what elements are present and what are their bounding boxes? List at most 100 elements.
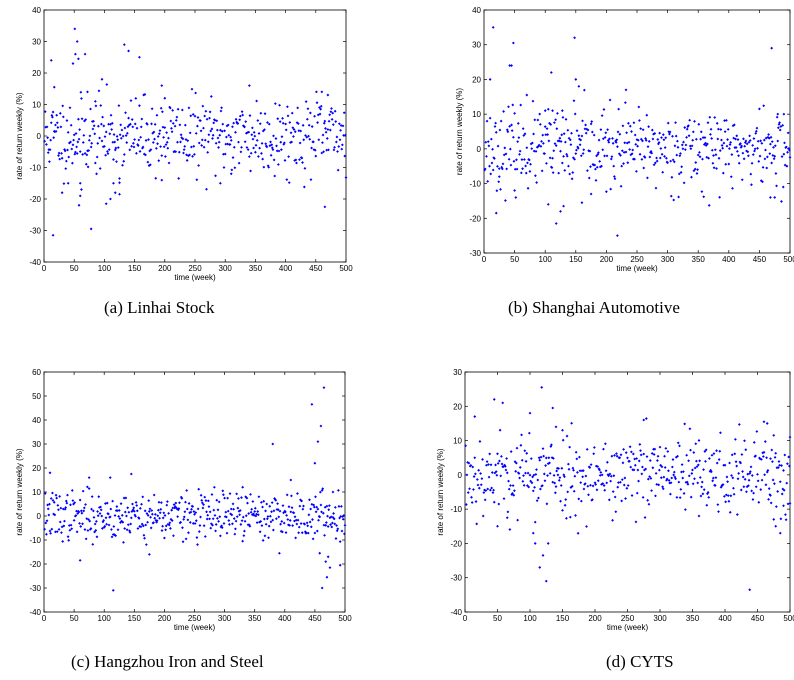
- data-point: [171, 506, 175, 510]
- data-point: [246, 148, 250, 152]
- y-tick-label: -30: [450, 574, 462, 583]
- data-point: [222, 166, 226, 169]
- data-point: [510, 129, 514, 133]
- data-point: [150, 122, 153, 126]
- data-point: [600, 164, 603, 168]
- data-point: [641, 496, 645, 499]
- data-point: [492, 500, 496, 504]
- data-point: [500, 454, 503, 458]
- data-point: [277, 515, 281, 519]
- data-point: [756, 146, 759, 150]
- data-point: [482, 491, 486, 495]
- data-point: [185, 507, 189, 511]
- data-point: [193, 114, 197, 118]
- data-point: [230, 513, 234, 517]
- data-point: [649, 476, 653, 480]
- data-point: [690, 175, 693, 179]
- data-point: [105, 83, 109, 86]
- data-point: [545, 502, 549, 506]
- y-tick-label: -20: [450, 539, 462, 548]
- data-point: [750, 489, 754, 493]
- data-point: [642, 166, 646, 170]
- scatter-chart-hangzhou-iron-steel: 0 50 100 150 200 250 300 350 400 450 500-40-30-20-…: [15, 368, 352, 632]
- data-point: [309, 178, 313, 182]
- data-point: [215, 517, 219, 520]
- y-tick-label: -30: [29, 227, 41, 236]
- data-point: [318, 515, 322, 519]
- data-point: [179, 495, 183, 499]
- data-point: [147, 164, 151, 167]
- data-point: [333, 145, 336, 149]
- data-point: [268, 504, 272, 508]
- data-point: [775, 184, 778, 188]
- data-point: [643, 156, 647, 159]
- data-point: [147, 510, 151, 513]
- data-point: [129, 99, 133, 103]
- data-point: [88, 134, 92, 138]
- data-point: [562, 473, 566, 477]
- data-point: [670, 175, 674, 179]
- data-point: [64, 506, 68, 509]
- data-point: [666, 161, 669, 165]
- data-point: [199, 515, 202, 519]
- x-tick-label: 300: [661, 255, 675, 264]
- data-point: [496, 452, 499, 456]
- data-point: [621, 124, 625, 128]
- data-point: [295, 161, 298, 165]
- data-point: [603, 154, 606, 158]
- data-point: [464, 444, 468, 448]
- data-point: [54, 530, 57, 534]
- data-point: [574, 78, 578, 81]
- data-point: [485, 154, 488, 158]
- data-point: [288, 121, 292, 124]
- data-point: [188, 131, 192, 135]
- data-point: [244, 131, 248, 135]
- data-point: [726, 480, 729, 484]
- data-point: [561, 115, 565, 119]
- data-point: [311, 140, 315, 144]
- data-point: [652, 163, 656, 167]
- data-point: [752, 441, 756, 444]
- data-point: [669, 194, 673, 198]
- data-point: [239, 150, 243, 154]
- data-point: [200, 498, 204, 502]
- data-point: [173, 124, 177, 128]
- data-point: [328, 113, 332, 117]
- data-point: [99, 104, 103, 107]
- data-point: [552, 149, 556, 153]
- data-point: [728, 143, 732, 146]
- data-point: [126, 125, 130, 129]
- data-point: [61, 104, 65, 108]
- data-point: [623, 476, 627, 480]
- data-point: [89, 107, 92, 111]
- data-point: [124, 134, 128, 137]
- data-point: [326, 93, 330, 97]
- data-point: [560, 161, 564, 165]
- y-tick-label: -10: [29, 536, 41, 545]
- data-point: [103, 524, 107, 528]
- data-point: [115, 134, 119, 138]
- data-point: [254, 143, 258, 147]
- data-point: [121, 163, 124, 167]
- data-point: [262, 499, 266, 503]
- data-point: [284, 122, 287, 126]
- data-point: [53, 130, 57, 134]
- data-point: [299, 522, 303, 525]
- data-point: [239, 523, 243, 526]
- data-point: [787, 147, 791, 150]
- data-point: [274, 498, 278, 502]
- data-point: [514, 461, 518, 465]
- x-tick-label: 350: [686, 614, 700, 623]
- data-point: [470, 495, 473, 499]
- data-point: [698, 476, 702, 479]
- data-point: [221, 152, 225, 156]
- data-point: [51, 491, 54, 495]
- data-point: [105, 501, 109, 505]
- data-point: [84, 503, 87, 506]
- data-point: [490, 471, 494, 474]
- data-point: [296, 518, 300, 522]
- data-point: [687, 134, 691, 138]
- data-point: [680, 470, 683, 474]
- data-point: [267, 122, 271, 126]
- data-point: [181, 137, 185, 141]
